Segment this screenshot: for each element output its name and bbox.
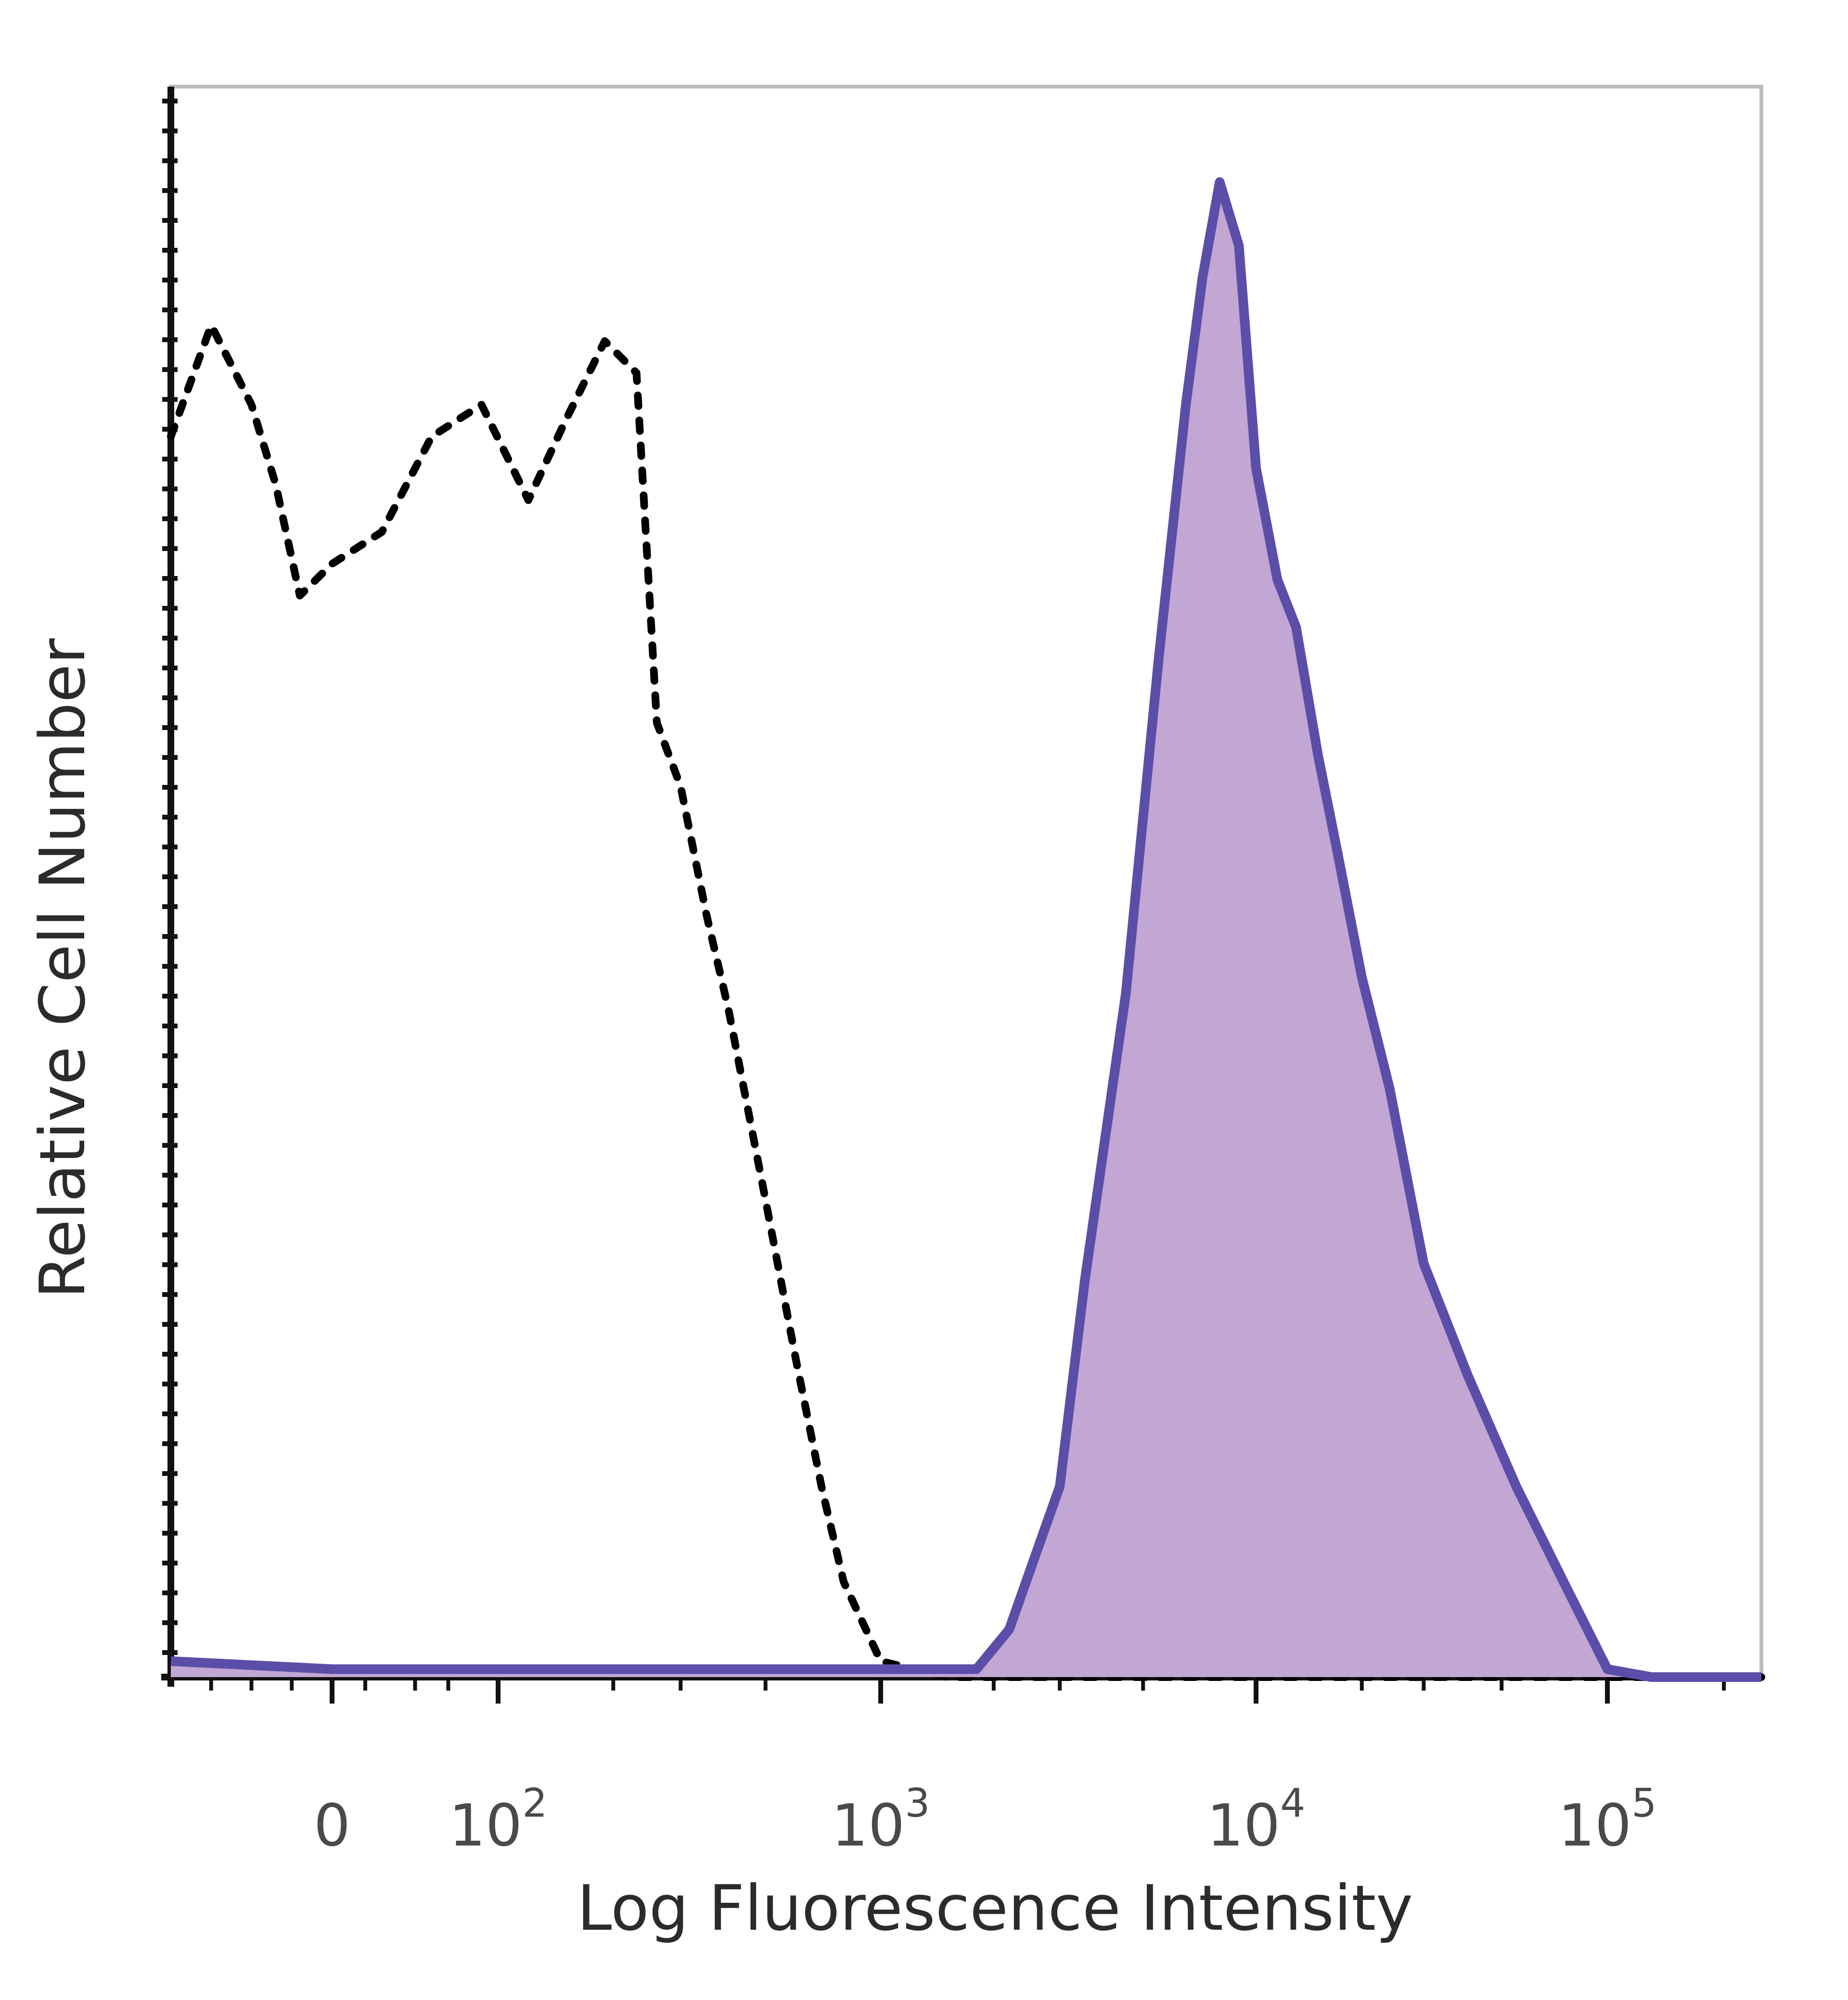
x-tick-label-base: 10 bbox=[449, 1793, 523, 1859]
y-axis-title: Relative Cell Number bbox=[26, 638, 99, 1299]
x-tick-label-base: 10 bbox=[1558, 1793, 1632, 1859]
series-dotted-line bbox=[167, 321, 1765, 1681]
x-tick-label-power: 2 bbox=[522, 1781, 547, 1826]
x-tick-label-power: 5 bbox=[1631, 1781, 1656, 1826]
x-tick-label-power: 4 bbox=[1280, 1781, 1305, 1826]
x-tick-label: 104 bbox=[1207, 1781, 1306, 1859]
plot-frame bbox=[169, 85, 1763, 1679]
x-tick-label-power: 3 bbox=[905, 1781, 930, 1826]
x-tick-label: 105 bbox=[1558, 1781, 1657, 1859]
x-tick-label: 103 bbox=[832, 1781, 930, 1859]
x-axis-title: Log Fluorescence Intensity bbox=[577, 1872, 1413, 1945]
x-tick-label-base: 10 bbox=[1207, 1793, 1281, 1859]
x-tick-label: 102 bbox=[449, 1781, 548, 1859]
x-tick-label-base: 0 bbox=[314, 1793, 350, 1859]
series-fill-area bbox=[171, 182, 1761, 1677]
x-tick-label-base: 10 bbox=[832, 1793, 905, 1859]
series-outline-line bbox=[170, 177, 1761, 1682]
x-tick-label: 0 bbox=[314, 1793, 350, 1859]
